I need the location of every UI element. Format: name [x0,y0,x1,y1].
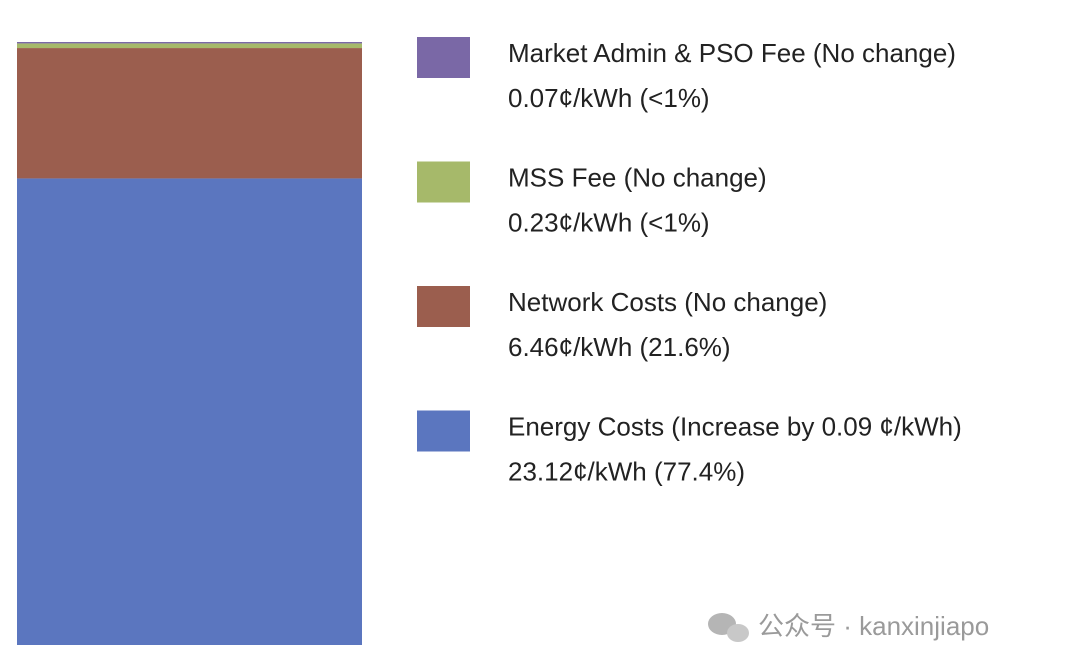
bar-segment [17,42,362,44]
legend-swatch [417,410,470,452]
legend-label: Network Costs (No change) [508,287,827,317]
legend-swatch [417,161,470,203]
legend-label: Energy Costs (Increase by 0.09 ¢/kWh) [508,411,962,441]
watermark-icon [708,613,749,642]
legend-label: MSS Fee (No change) [508,162,767,192]
watermark: 公众号 · kanxinjiapo [758,611,989,641]
legend-swatch [417,286,470,327]
legend-value: 0.23¢/kWh (<1%) [508,207,710,237]
legend-swatch [417,37,470,78]
bar-segment [17,48,362,179]
legend-value: 23.12¢/kWh (77.4%) [508,456,745,486]
legend-value: 6.46¢/kWh (21.6%) [508,332,731,362]
legend-value: 0.07¢/kWh (<1%) [508,83,710,113]
bar-segment [17,178,362,645]
bar-segment [17,43,362,49]
legend-label: Market Admin & PSO Fee (No change) [508,38,956,68]
